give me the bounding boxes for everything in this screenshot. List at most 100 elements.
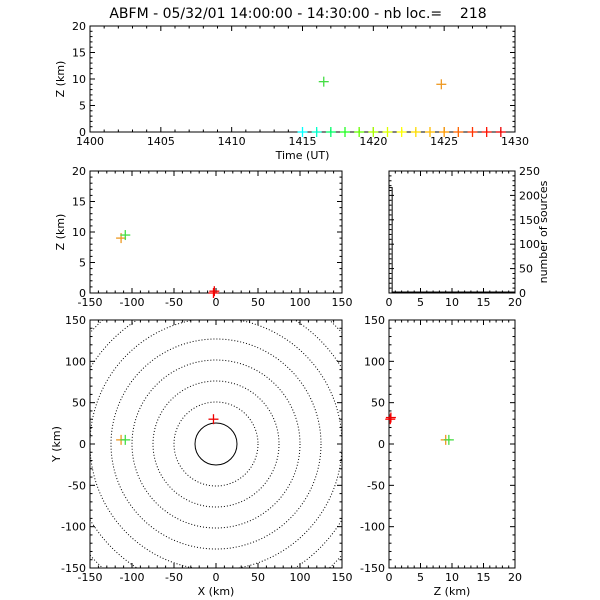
- altitude_histogram-ytick-label: 150: [519, 214, 540, 227]
- time_height-point: [495, 127, 506, 137]
- altitude_histogram-xtick-label: 10: [445, 296, 459, 309]
- plan_view-ytick-label: 150: [65, 314, 86, 327]
- altitude_histogram-xtick-label: 5: [417, 296, 424, 309]
- plan_view-xtick-label: 0: [213, 571, 220, 584]
- x_height-xtick-label: -150: [78, 296, 103, 309]
- plan_view-xtick-label: 150: [332, 571, 353, 584]
- plan_view-xtick-label: -150: [78, 571, 103, 584]
- time_height-xtick-label: 1400: [76, 135, 104, 148]
- time_height-ytick-label: 0: [79, 126, 86, 139]
- time_height-point: [382, 127, 393, 137]
- x_height-ytick-label: 15: [72, 196, 86, 209]
- y_height-point: [443, 434, 454, 445]
- x_height-xtick-label: 150: [332, 296, 353, 309]
- x_height-ytick-label: 0: [79, 287, 86, 300]
- x_height-xtick-label: -100: [120, 296, 145, 309]
- time_height-xlabel: Time (UT): [275, 149, 330, 162]
- plan_view-ytick-label: -50: [68, 479, 86, 492]
- x_height-xtick-label: 100: [290, 296, 311, 309]
- x_height-xtick-label: -50: [165, 296, 183, 309]
- time_height-point: [311, 127, 322, 137]
- altitude_histogram-xtick-label: 0: [386, 296, 393, 309]
- plan_view-frame: [89, 319, 343, 569]
- time_height-point: [297, 127, 308, 137]
- altitude_histogram-bar: [391, 291, 516, 294]
- altitude_histogram-ytick-label: 100: [519, 238, 540, 251]
- time_height-frame: [89, 25, 516, 133]
- altitude_histogram-xtick-label: 15: [477, 296, 491, 309]
- range-ring: [110, 338, 322, 550]
- time_height-xtick-label: 1410: [218, 135, 246, 148]
- plan_view-point: [208, 414, 219, 425]
- time_height-point: [467, 127, 478, 137]
- plan_view-xlabel: X (km): [198, 585, 235, 598]
- time_height-point: [325, 127, 336, 137]
- x_height-ytick-label: 5: [79, 257, 86, 270]
- time_height-xtick-label: 1420: [359, 135, 387, 148]
- altitude_histogram-ytick-label: 50: [519, 263, 533, 276]
- time_height-point: [340, 127, 350, 137]
- time_height-point: [481, 127, 492, 137]
- time_height-point: [436, 79, 447, 90]
- x_height-point: [208, 288, 219, 298]
- y_height-ytick-label: -100: [360, 521, 385, 534]
- y_height-ytick-label: -50: [367, 479, 385, 492]
- x_height-ylabel: Z (km): [54, 214, 67, 251]
- plan_view-axes: -150 -100 -50 0 50 100 150 -150 -100 -50 0 50 100 150…: [50, 314, 353, 598]
- altitude_histogram-ytick-label: 0: [519, 287, 526, 300]
- x_height-ytick-label: 20: [72, 165, 86, 178]
- plan_view-point: [120, 434, 131, 445]
- altitude_histogram-frame: [388, 170, 516, 294]
- y_height-xtick-label: 5: [417, 571, 424, 584]
- time_height-point: [396, 127, 407, 137]
- time_height-point: [368, 127, 379, 137]
- y_height-xlabel: Z (km): [434, 585, 471, 598]
- time_height-point: [354, 127, 365, 137]
- plan_view-ytick-label: -150: [61, 562, 86, 575]
- y_height-xtick-label: 10: [445, 571, 459, 584]
- plan_view-ytick-label: 50: [72, 397, 86, 410]
- y_height-xtick-label: 0: [386, 571, 393, 584]
- y_height-ytick-label: 0: [378, 438, 385, 451]
- y_height-ytick-label: 50: [371, 397, 385, 410]
- range-ring: [90, 320, 342, 568]
- range-ring: [194, 422, 238, 466]
- x_height-point: [120, 230, 131, 241]
- plan_view-ylabel: Y (km): [50, 426, 63, 463]
- time_height-point: [318, 76, 329, 87]
- range-ring: [152, 380, 280, 508]
- x_height-xtick-label: 50: [251, 296, 265, 309]
- y_height-ytick-label: 100: [364, 355, 385, 368]
- plan_view-xtick-label: -50: [165, 571, 183, 584]
- y_height-ytick-label: 150: [364, 314, 385, 327]
- range-ring: [173, 401, 259, 487]
- x_height-point: [209, 286, 220, 297]
- time_height-point: [425, 127, 435, 137]
- plan_view-xtick-label: 100: [290, 571, 311, 584]
- altitude_histogram-ylabel: number of sources: [537, 180, 550, 283]
- altitude_histogram-ytick-label: 200: [519, 189, 540, 202]
- time_height-xtick-label: 1425: [430, 135, 458, 148]
- y_height-xtick-label: 15: [477, 571, 491, 584]
- y_height-frame: [388, 319, 516, 569]
- time_height-point: [439, 127, 450, 137]
- plan_view-ytick-label: 0: [79, 438, 86, 451]
- altitude_histogram-ytick-label: 250: [519, 165, 540, 178]
- time_height-xtick-label: 1415: [289, 135, 317, 148]
- x_height-frame: [89, 170, 343, 294]
- range-rings: [90, 320, 342, 568]
- altitude_histogram-bar: [388, 187, 393, 294]
- range-ring: [131, 359, 301, 529]
- time_height-xtick-label: 1405: [147, 135, 175, 148]
- altitude_histogram-xtick-label: 20: [508, 296, 522, 309]
- time_height-ytick-label: 20: [72, 20, 86, 33]
- time_height-ytick-label: 5: [79, 100, 86, 113]
- time_height-point: [453, 127, 464, 137]
- x_height-xtick-label: 0: [213, 296, 220, 309]
- time_height-axes: 1400 1405 1410 1415 1420 1425 1430 0 5 10 15 20 Time…: [54, 20, 529, 162]
- plan_view-ytick-label: -100: [61, 521, 86, 534]
- y_height-ytick-label: -150: [360, 562, 385, 575]
- time_height-ytick-label: 15: [72, 47, 86, 60]
- figure-title: ABFM - 05/32/01 14:00:00 - 14:30:00 - nb…: [109, 6, 486, 22]
